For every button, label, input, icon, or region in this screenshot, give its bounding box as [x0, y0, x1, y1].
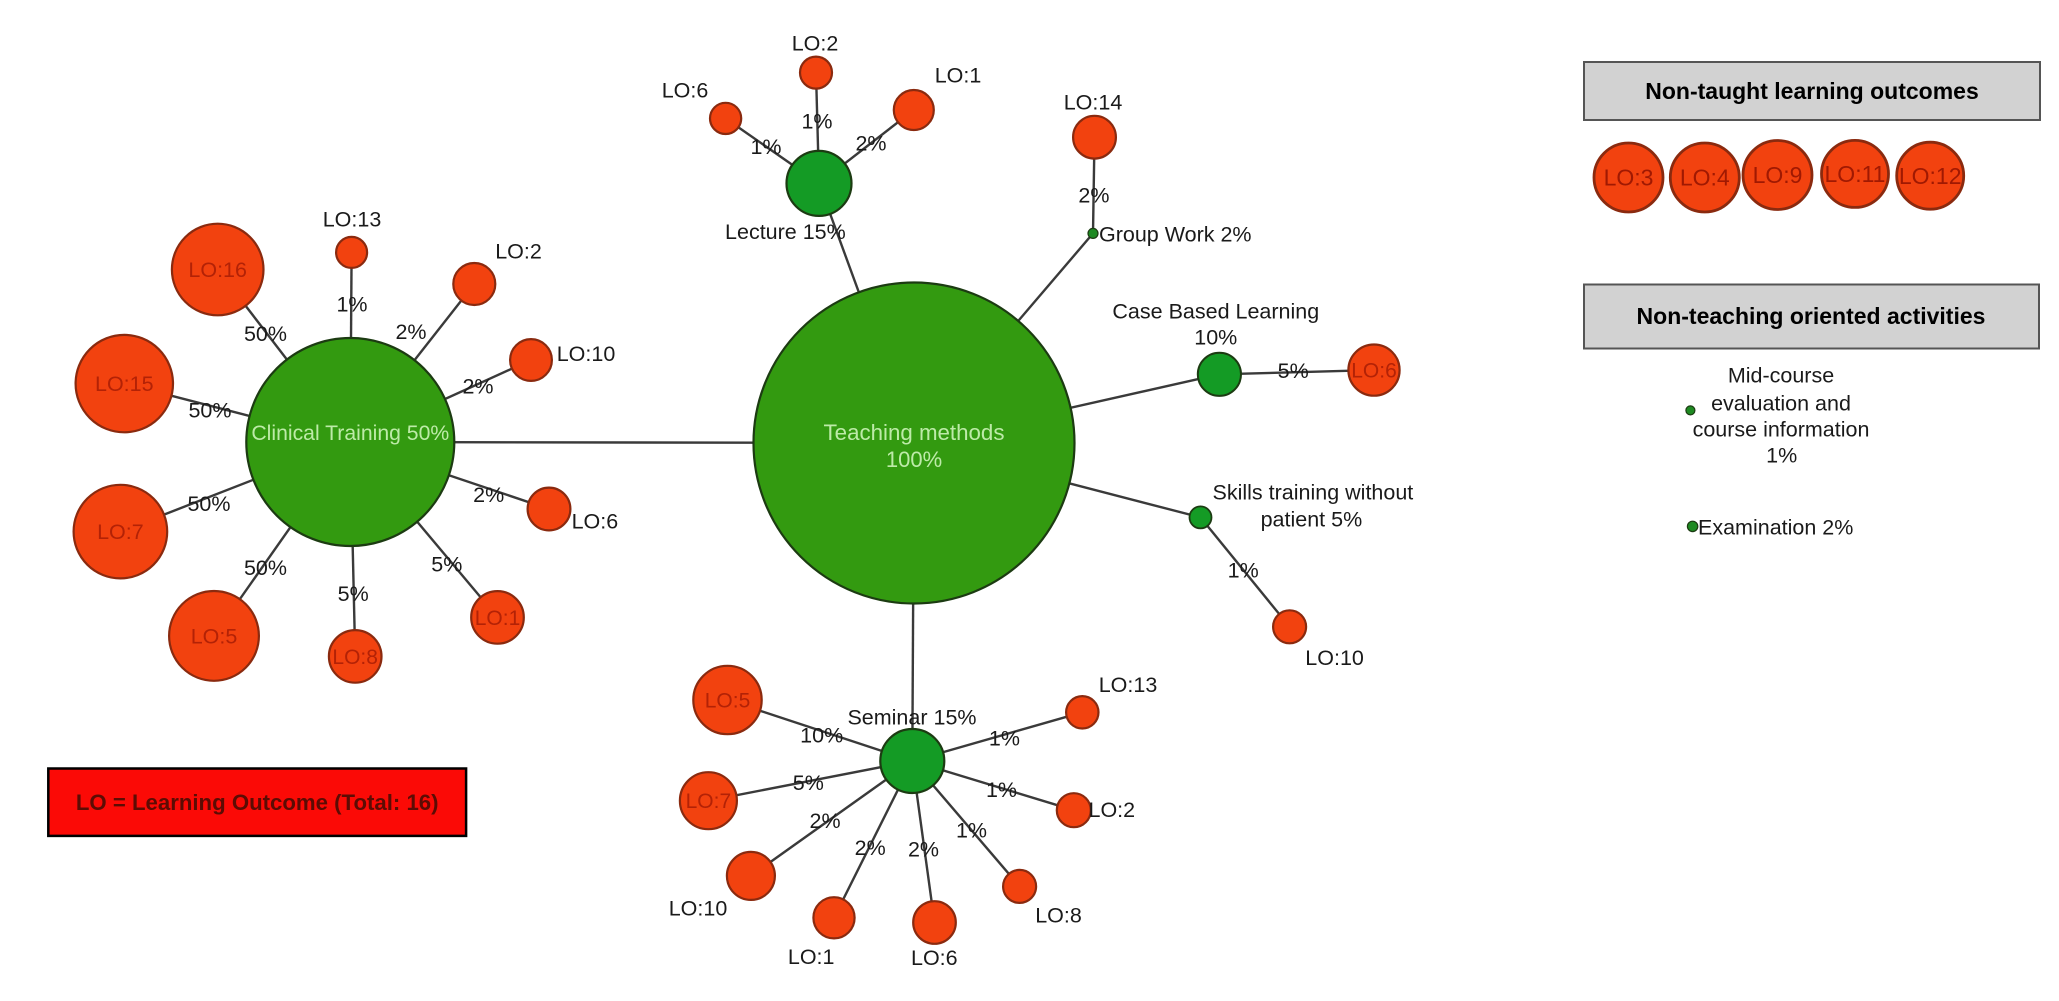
svg-text:LO:8: LO:8	[1035, 903, 1082, 927]
svg-text:50%: 50%	[244, 556, 287, 580]
svg-text:Mid-course: Mid-course	[1728, 364, 1834, 388]
svg-text:10%: 10%	[800, 724, 843, 748]
svg-text:LO:3: LO:3	[1604, 165, 1654, 191]
svg-text:2%: 2%	[810, 809, 841, 833]
svg-text:1%: 1%	[986, 778, 1017, 802]
svg-text:2%: 2%	[473, 483, 504, 507]
svg-text:LO:6: LO:6	[572, 510, 619, 534]
svg-text:Skills training without: Skills training without	[1213, 480, 1414, 504]
svg-text:LO:2: LO:2	[792, 32, 839, 56]
svg-text:1%: 1%	[956, 819, 987, 843]
svg-text:LO:9: LO:9	[1753, 162, 1803, 188]
svg-text:LO = Learning Outcome (Total:: LO = Learning Outcome (Total: 16)	[76, 790, 439, 815]
svg-text:LO:1: LO:1	[475, 607, 521, 630]
svg-text:1%: 1%	[1228, 558, 1259, 582]
svg-text:LO:6: LO:6	[1351, 360, 1397, 383]
svg-text:LO:14: LO:14	[1064, 91, 1123, 115]
svg-text:LO:6: LO:6	[662, 79, 709, 103]
svg-text:course information: course information	[1693, 418, 1870, 442]
svg-text:5%: 5%	[431, 552, 462, 576]
svg-text:LO:12: LO:12	[1899, 163, 1962, 189]
svg-text:LO:1: LO:1	[788, 945, 835, 969]
svg-text:Non-teaching oriented activiti: Non-teaching oriented activities	[1637, 303, 1986, 329]
svg-text:1%: 1%	[1766, 444, 1797, 468]
svg-text:2%: 2%	[908, 838, 939, 862]
svg-text:LO:13: LO:13	[323, 208, 382, 232]
svg-text:50%: 50%	[244, 322, 287, 346]
svg-text:Seminar 15%: Seminar 15%	[847, 706, 976, 730]
svg-text:Non-taught learning outcomes: Non-taught learning outcomes	[1645, 78, 1979, 104]
svg-text:LO:7: LO:7	[686, 790, 732, 813]
svg-text:LO:10: LO:10	[1305, 646, 1364, 670]
svg-text:evaluation and: evaluation and	[1711, 392, 1851, 416]
svg-text:Teaching methods: Teaching methods	[824, 420, 1005, 445]
svg-text:LO:10: LO:10	[669, 897, 728, 921]
svg-text:2%: 2%	[855, 836, 886, 860]
svg-text:LO:2: LO:2	[1088, 798, 1135, 822]
svg-text:LO:7: LO:7	[97, 520, 144, 544]
svg-text:2%: 2%	[462, 375, 493, 399]
svg-text:2%: 2%	[1078, 183, 1109, 207]
svg-text:100%: 100%	[886, 447, 942, 472]
svg-text:5%: 5%	[338, 582, 369, 606]
svg-text:1%: 1%	[801, 110, 832, 134]
svg-text:LO:11: LO:11	[1825, 161, 1886, 187]
svg-text:LO:1: LO:1	[935, 64, 982, 88]
svg-text:LO:8: LO:8	[332, 646, 378, 669]
svg-text:LO:6: LO:6	[911, 946, 958, 970]
svg-text:LO:5: LO:5	[191, 624, 238, 648]
svg-text:patient 5%: patient 5%	[1261, 507, 1363, 531]
svg-text:50%: 50%	[188, 398, 231, 422]
svg-text:LO:16: LO:16	[188, 258, 247, 282]
svg-text:Case Based Learning: Case Based Learning	[1112, 299, 1319, 323]
svg-text:LO:15: LO:15	[95, 372, 154, 396]
svg-text:Examination 2%: Examination 2%	[1698, 516, 1853, 540]
svg-text:10%: 10%	[1194, 325, 1237, 349]
svg-text:LO:10: LO:10	[557, 342, 616, 366]
svg-text:LO:13: LO:13	[1099, 673, 1158, 697]
svg-text:1%: 1%	[336, 293, 367, 317]
svg-text:2%: 2%	[855, 132, 886, 156]
svg-text:50%: 50%	[187, 492, 230, 516]
svg-text:5%: 5%	[1278, 359, 1309, 383]
svg-text:LO:4: LO:4	[1680, 165, 1730, 191]
svg-text:1%: 1%	[750, 135, 781, 159]
svg-text:2%: 2%	[395, 320, 426, 344]
svg-text:Clinical Training 50%: Clinical Training 50%	[251, 422, 449, 445]
svg-text:5%: 5%	[793, 771, 824, 795]
svg-text:LO:2: LO:2	[495, 240, 542, 264]
svg-text:Group Work 2%: Group Work 2%	[1099, 222, 1252, 246]
svg-text:1%: 1%	[989, 726, 1020, 750]
svg-text:LO:5: LO:5	[705, 689, 751, 712]
svg-text:Lecture 15%: Lecture 15%	[725, 220, 846, 244]
